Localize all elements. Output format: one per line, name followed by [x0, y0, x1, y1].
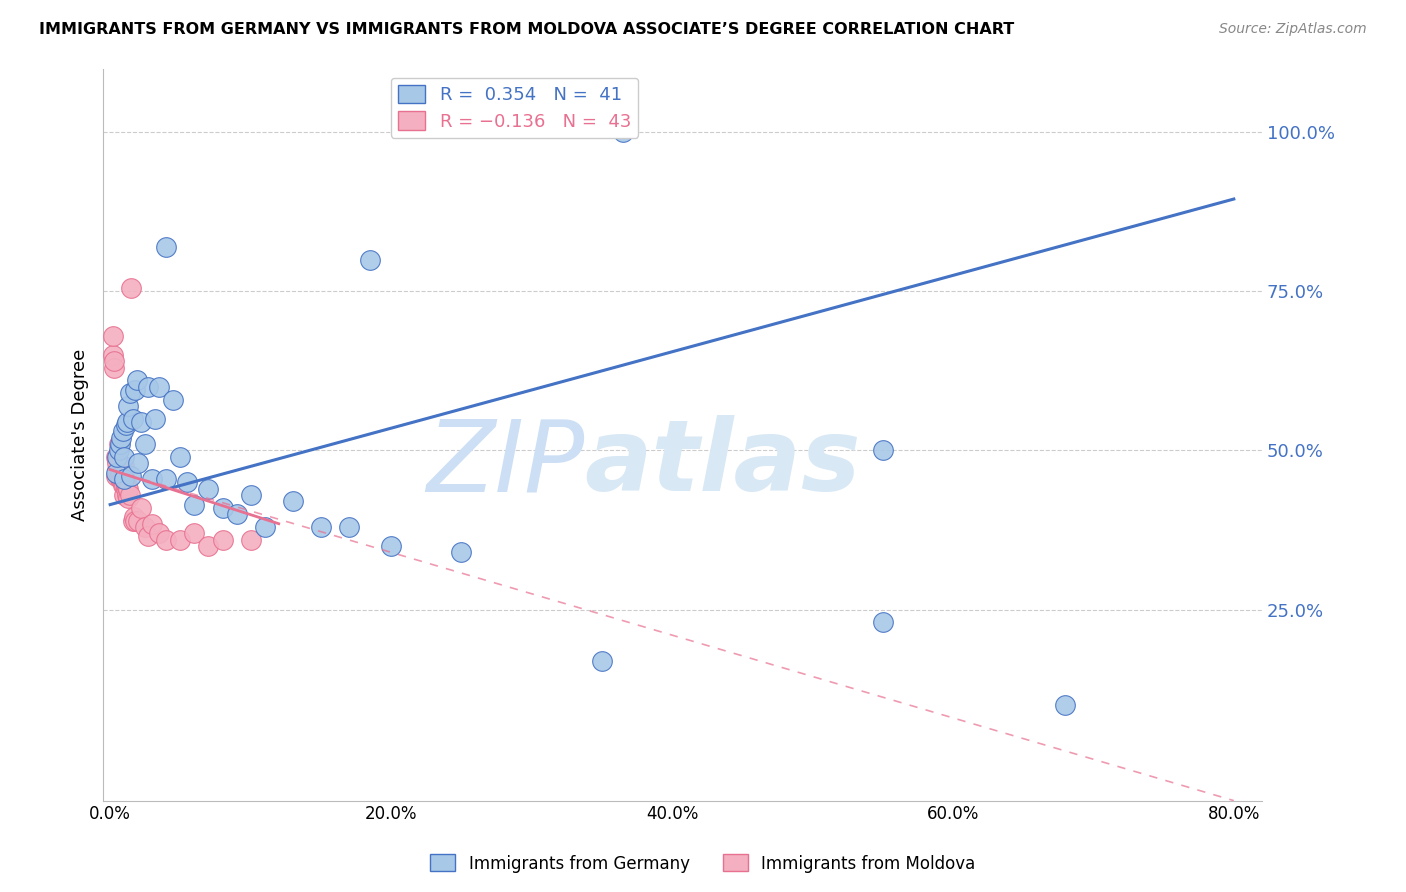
Point	[380, 539, 402, 553]
Point	[114, 478, 136, 492]
Point	[104, 466, 127, 480]
Point	[124, 383, 146, 397]
Point	[176, 475, 198, 490]
Point	[197, 539, 219, 553]
Point	[112, 472, 135, 486]
Point	[155, 472, 177, 486]
Point	[225, 507, 247, 521]
Point	[111, 478, 134, 492]
Point	[155, 533, 177, 547]
Point	[169, 450, 191, 464]
Point	[872, 615, 894, 630]
Point	[125, 374, 148, 388]
Point	[239, 488, 262, 502]
Point	[121, 411, 143, 425]
Point	[127, 514, 149, 528]
Point	[872, 443, 894, 458]
Y-axis label: Associate's Degree: Associate's Degree	[72, 349, 89, 521]
Point	[359, 252, 381, 267]
Point	[110, 466, 132, 480]
Text: Source: ZipAtlas.com: Source: ZipAtlas.com	[1219, 22, 1367, 37]
Point	[155, 240, 177, 254]
Point	[162, 392, 184, 407]
Point	[103, 354, 125, 368]
Point	[115, 478, 138, 492]
Point	[107, 443, 129, 458]
Point	[117, 399, 139, 413]
Point	[169, 533, 191, 547]
Point	[253, 520, 276, 534]
Point	[105, 462, 128, 476]
Point	[105, 456, 128, 470]
Point	[281, 494, 304, 508]
Point	[115, 415, 138, 429]
Point	[120, 281, 142, 295]
Point	[117, 482, 139, 496]
Legend: Immigrants from Germany, Immigrants from Moldova: Immigrants from Germany, Immigrants from…	[423, 847, 983, 880]
Point	[337, 520, 360, 534]
Point	[121, 514, 143, 528]
Point	[120, 469, 142, 483]
Point	[110, 431, 132, 445]
Point	[122, 510, 145, 524]
Point	[183, 526, 205, 541]
Point	[107, 437, 129, 451]
Point	[129, 500, 152, 515]
Point	[141, 472, 163, 486]
Point	[103, 360, 125, 375]
Point	[117, 491, 139, 506]
Text: atlas: atlas	[583, 416, 860, 512]
Point	[136, 529, 159, 543]
Text: ZIP: ZIP	[426, 416, 583, 512]
Point	[118, 488, 141, 502]
Point	[111, 425, 134, 439]
Point	[101, 329, 124, 343]
Point	[134, 520, 156, 534]
Point	[141, 516, 163, 531]
Point	[111, 469, 134, 483]
Point	[114, 417, 136, 432]
Point	[450, 545, 472, 559]
Legend: R =  0.354   N =  41, R = −0.136   N =  43: R = 0.354 N = 41, R = −0.136 N = 43	[391, 78, 638, 138]
Point	[183, 498, 205, 512]
Point	[239, 533, 262, 547]
Point	[148, 380, 170, 394]
Point	[114, 482, 136, 496]
Point	[211, 533, 233, 547]
Point	[108, 472, 131, 486]
Point	[148, 526, 170, 541]
Point	[143, 411, 166, 425]
Point	[101, 348, 124, 362]
Point	[105, 450, 128, 464]
Point	[129, 415, 152, 429]
Point	[211, 500, 233, 515]
Point	[108, 437, 131, 451]
Point	[110, 472, 132, 486]
Point	[309, 520, 332, 534]
Point	[115, 488, 138, 502]
Point	[134, 437, 156, 451]
Point	[112, 478, 135, 492]
Point	[197, 482, 219, 496]
Point	[612, 125, 634, 139]
Point	[108, 466, 131, 480]
Point	[112, 469, 135, 483]
Point	[104, 469, 127, 483]
Point	[112, 488, 135, 502]
Point	[591, 654, 613, 668]
Point	[124, 514, 146, 528]
Point	[1054, 698, 1077, 713]
Point	[112, 450, 135, 464]
Text: IMMIGRANTS FROM GERMANY VS IMMIGRANTS FROM MOLDOVA ASSOCIATE’S DEGREE CORRELATIO: IMMIGRANTS FROM GERMANY VS IMMIGRANTS FR…	[39, 22, 1015, 37]
Point	[118, 386, 141, 401]
Point	[136, 380, 159, 394]
Point	[104, 450, 127, 464]
Point	[127, 456, 149, 470]
Point	[112, 459, 135, 474]
Point	[111, 472, 134, 486]
